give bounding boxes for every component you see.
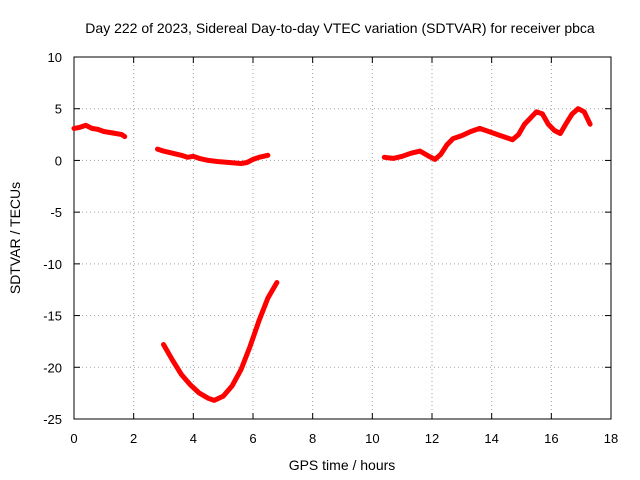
y-axis-label: SDTVAR / TECUs (7, 182, 23, 294)
x-tick-label: 18 (604, 431, 618, 446)
x-tick-label: 8 (309, 431, 316, 446)
x-axis-label: GPS time / hours (289, 457, 396, 473)
y-tick-label: -5 (50, 205, 62, 220)
y-tick-label: -15 (43, 309, 62, 324)
chart-title: Day 222 of 2023, Sidereal Day-to-day VTE… (85, 20, 595, 36)
x-tick-label: 4 (190, 431, 197, 446)
x-tick-label: 12 (425, 431, 439, 446)
series-layer (71, 106, 593, 403)
x-tick-label: 2 (130, 431, 137, 446)
x-tick-label: 10 (365, 431, 379, 446)
x-tick-label: 6 (249, 431, 256, 446)
y-tick-label: -10 (43, 257, 62, 272)
x-tick-label: 16 (544, 431, 558, 446)
plot-frame (73, 56, 612, 420)
y-tick-label: 5 (55, 102, 62, 117)
series-line-segment-1 (71, 122, 128, 140)
series-line-segment-2 (155, 146, 271, 166)
y-tick-label: 10 (48, 50, 62, 65)
y-tick-label: 0 (55, 153, 62, 168)
x-tick-label: 14 (484, 431, 498, 446)
y-tick-label: -20 (43, 360, 62, 375)
series-line-segment-3 (161, 280, 280, 403)
axes: 0 2 4 6 8 10 12 14 16 18 10 5 0 -5 -10 -15 -20 -25 (43, 50, 618, 446)
series-line-segment-4 (381, 106, 593, 162)
x-tick-label: 0 (70, 431, 77, 446)
grid (74, 57, 611, 419)
y-tick-label: -25 (43, 412, 62, 427)
